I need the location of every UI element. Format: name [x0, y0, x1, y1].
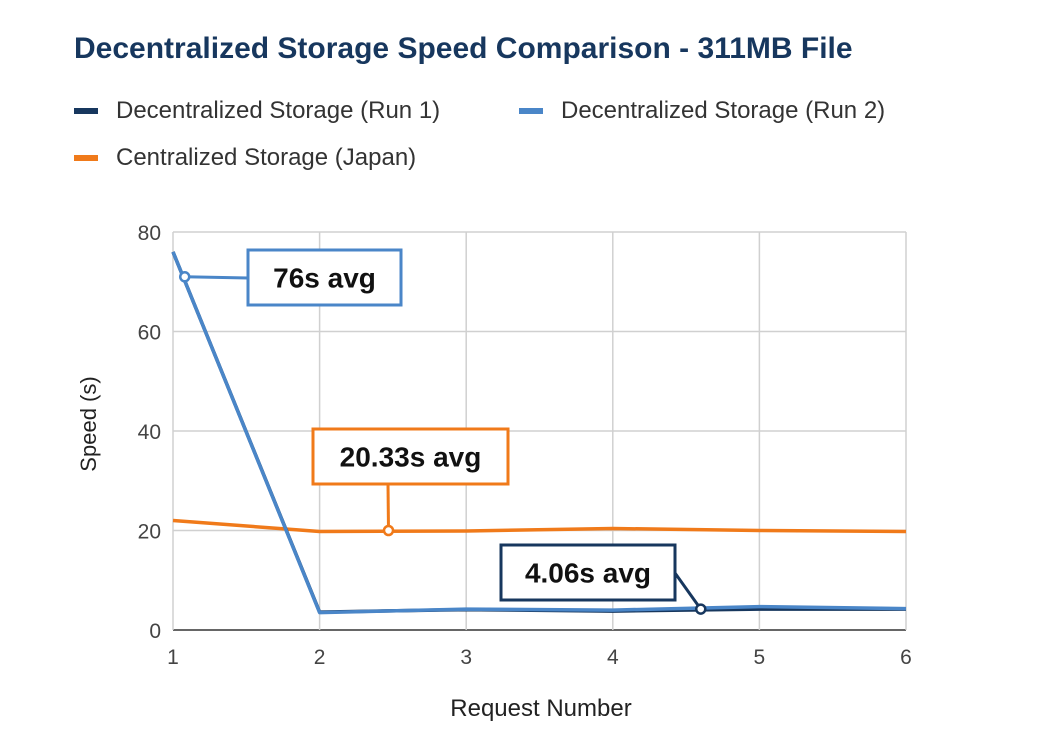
annotation-connector	[673, 572, 702, 610]
annotation-box	[246, 248, 403, 307]
annotation-connector	[184, 275, 249, 280]
y-tick-label: 60	[138, 322, 161, 345]
chart-title: Decentralized Storage Speed Comparison -…	[74, 32, 853, 65]
annotation-label: 4.06s avg	[525, 558, 651, 589]
legend-item-japan: Centralized Storage (Japan)	[74, 144, 416, 172]
legend-label-run1: Decentralized Storage (Run 1)	[116, 97, 441, 124]
annotation-layer: 76s avg 20.33s avg 4.06s avg	[178, 248, 707, 615]
tick-layer: 0 20 40 60 80 1 2 3 4 5 6	[138, 222, 912, 669]
y-tick-label: 80	[138, 222, 161, 245]
annotation-label: 20.33s avg	[340, 442, 482, 473]
legend-item-run2: Decentralized Storage (Run 2)	[519, 97, 885, 125]
x-tick-label: 2	[314, 646, 326, 669]
x-axis-label: Request Number	[450, 695, 631, 722]
legend-swatch-japan	[74, 155, 98, 161]
legend-swatch-run1	[74, 108, 98, 114]
y-tick-label: 20	[138, 521, 161, 544]
annotation-connector	[386, 483, 391, 531]
x-tick-label: 1	[167, 646, 179, 669]
annotation-marker	[382, 524, 395, 537]
series-line-2	[172, 518, 907, 534]
legend-swatch-run2	[519, 108, 543, 114]
y-tick-label: 0	[149, 620, 161, 643]
legend-item-run1: Decentralized Storage (Run 1)	[74, 97, 440, 125]
annotation-box	[499, 543, 677, 602]
annotation-marker	[695, 603, 707, 615]
x-tick-label: 5	[754, 646, 766, 669]
y-axis-label: Speed (s)	[76, 376, 101, 471]
annotation-box	[311, 427, 510, 486]
series-layer	[171, 251, 907, 615]
x-tick-label: 6	[900, 646, 912, 669]
y-tick-label: 40	[138, 421, 161, 444]
x-tick-label: 3	[460, 646, 472, 669]
annotation-label: 76s avg	[273, 263, 376, 294]
annotation-marker	[178, 271, 191, 283]
series-line-1	[171, 251, 907, 615]
legend-label-run2: Decentralized Storage (Run 2)	[561, 97, 886, 124]
legend-label-japan: Centralized Storage (Japan)	[116, 144, 417, 171]
x-tick-label: 4	[607, 646, 619, 669]
